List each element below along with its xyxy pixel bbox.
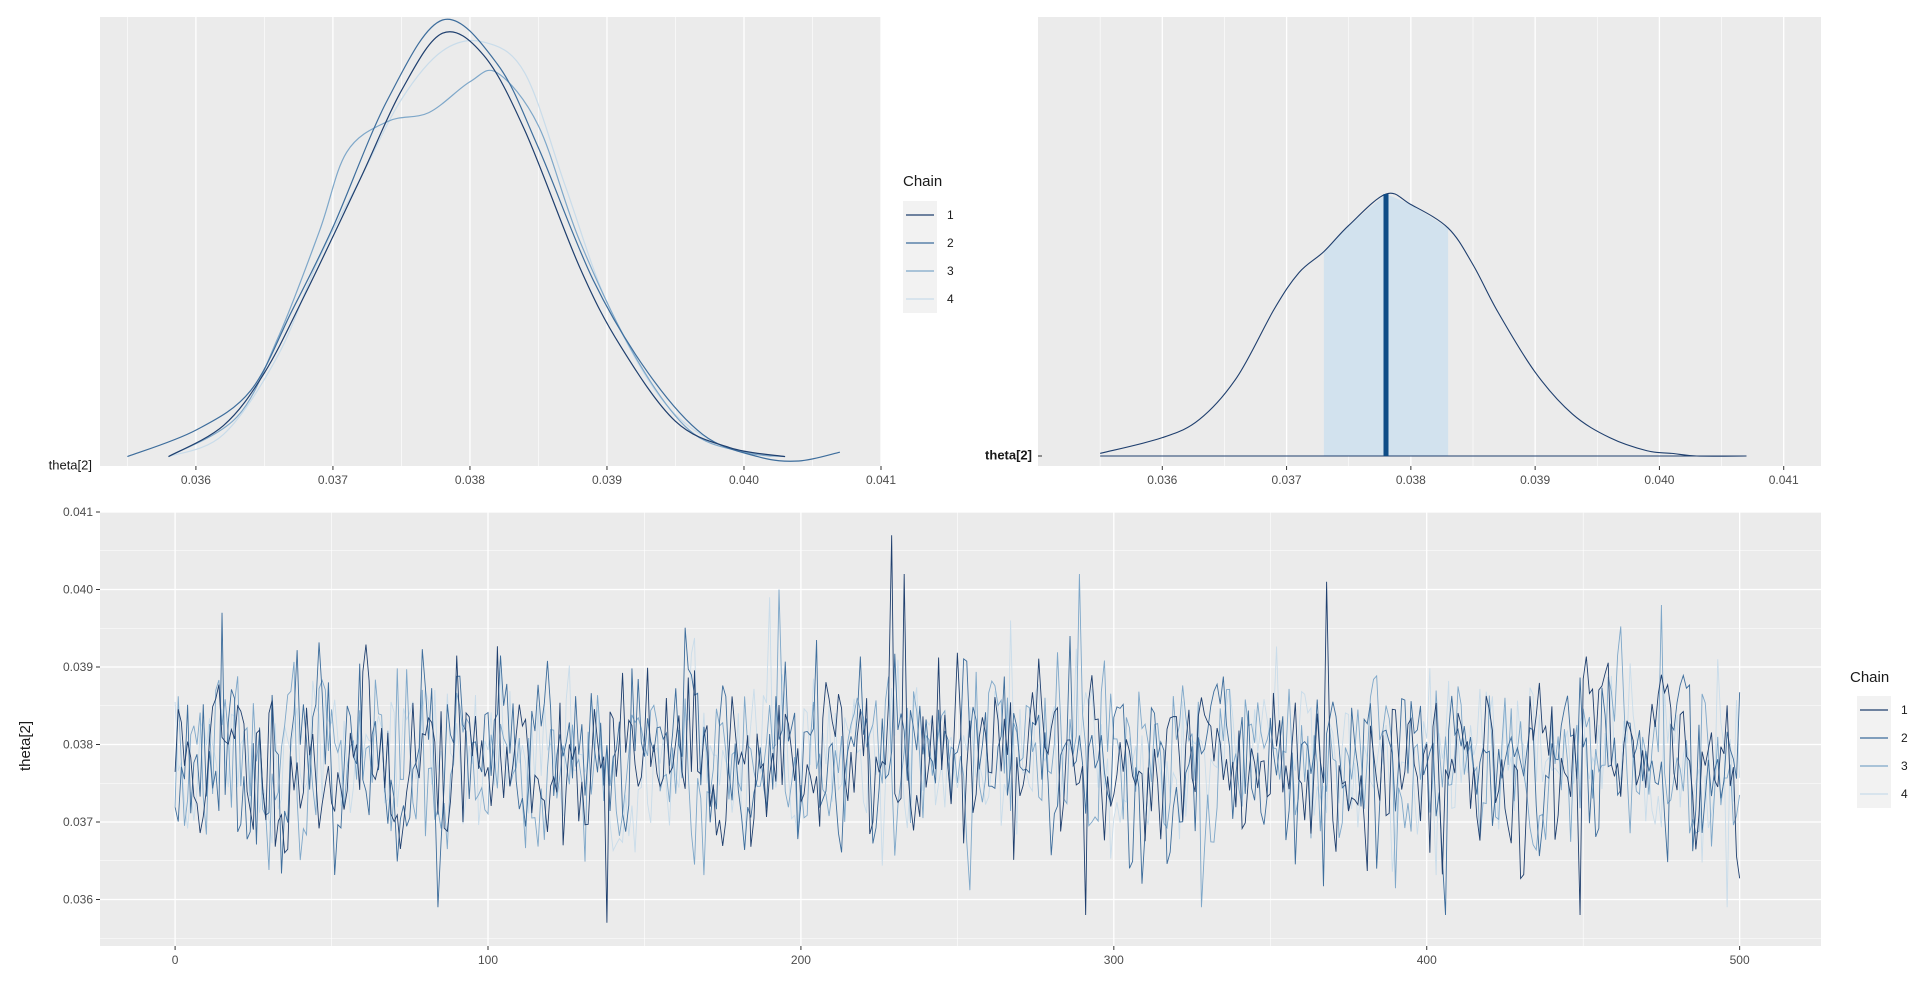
legend-title: Chain bbox=[903, 173, 942, 190]
x-tick-label: 0.037 bbox=[1272, 473, 1302, 487]
trace-x-ticks: 0 100 200 300 400 500 bbox=[172, 946, 1750, 967]
trace-line-chain-4 bbox=[174, 597, 1741, 908]
legend-label: 4 bbox=[1901, 787, 1908, 801]
legend-label: 2 bbox=[947, 236, 954, 250]
x-tick-label: 0.036 bbox=[181, 473, 211, 487]
trace-legend-entries: 1 2 3 4 bbox=[1857, 696, 1908, 808]
x-tick-label: 0.038 bbox=[455, 473, 485, 487]
legend-entries: 1 2 3 4 bbox=[903, 201, 954, 313]
y-tick-label: 0.041 bbox=[63, 505, 93, 519]
posterior-density-area bbox=[1038, 192, 1747, 457]
y-tick-label: 0.040 bbox=[63, 583, 93, 597]
x-tick-label: 0.037 bbox=[318, 473, 348, 487]
density-overlay-y-label: theta[2] bbox=[49, 457, 92, 472]
trace-legend: Chain 1 2 3 4 bbox=[1850, 669, 1908, 808]
x-tick-label: 200 bbox=[791, 953, 811, 967]
x-tick-label: 0.040 bbox=[1644, 473, 1674, 487]
x-tick-label: 0.040 bbox=[729, 473, 759, 487]
y-tick-label: 0.037 bbox=[63, 815, 93, 829]
trace-legend-title: Chain bbox=[1850, 669, 1889, 686]
density-line-chain-2 bbox=[127, 18, 841, 462]
density-line-chain-4 bbox=[168, 39, 772, 458]
x-tick-label: 0.041 bbox=[866, 473, 896, 487]
x-tick-label: 300 bbox=[1104, 953, 1124, 967]
density-overlay-gridlines bbox=[127, 17, 882, 466]
x-tick-label: 100 bbox=[478, 953, 498, 967]
posterior-density-y-label: theta[2] bbox=[985, 447, 1032, 462]
y-tick-label: 0.038 bbox=[63, 738, 93, 752]
legend-label: 3 bbox=[947, 264, 954, 278]
legend-label: 3 bbox=[1901, 759, 1908, 773]
x-tick-label: 400 bbox=[1417, 953, 1437, 967]
x-tick-label: 0 bbox=[172, 953, 179, 967]
trace-lines bbox=[174, 535, 1741, 923]
legend-label: 1 bbox=[947, 208, 954, 222]
posterior-density-panel: theta[2] 0.036 0.037 0.038 0.039 0.040 0.041 bbox=[985, 17, 1821, 487]
x-tick-label: 0.041 bbox=[1769, 473, 1799, 487]
y-tick-label: 0.036 bbox=[63, 893, 93, 907]
posterior-density-x-ticks: 0.036 0.037 0.038 0.039 0.040 0.041 bbox=[1147, 466, 1799, 487]
trace-y-label: theta[2] bbox=[17, 721, 34, 771]
x-tick-label: 0.039 bbox=[1520, 473, 1550, 487]
legend-label: 4 bbox=[947, 292, 954, 306]
trace-y-ticks: 0.036 0.037 0.038 0.039 0.040 0.041 bbox=[63, 505, 100, 907]
x-tick-label: 0.036 bbox=[1147, 473, 1177, 487]
y-tick-label: 0.039 bbox=[63, 660, 93, 674]
legend-label: 2 bbox=[1901, 731, 1908, 745]
posterior-density-line bbox=[1100, 192, 1747, 457]
x-tick-label: 500 bbox=[1730, 953, 1750, 967]
density-overlay-x-ticks: 0.036 0.037 0.038 0.039 0.040 0.041 bbox=[181, 466, 896, 487]
trace-line-chain-1 bbox=[174, 535, 1741, 923]
density-overlay-legend: Chain 1 2 3 4 bbox=[903, 173, 954, 313]
trace-panel: theta[2] 0 100 200 300 400 500 0.0360.0370.03… bbox=[17, 505, 1908, 967]
trace-line-chain-2 bbox=[174, 612, 1741, 916]
density-line-chain-1 bbox=[168, 31, 786, 458]
density-overlay-lines bbox=[127, 18, 841, 462]
density-overlay-panel: theta[2] 0.036 0.037 0.038 0.039 0.040 0.041 … bbox=[49, 17, 954, 487]
x-tick-label: 0.038 bbox=[1396, 473, 1426, 487]
density-overlay-background bbox=[100, 17, 881, 466]
x-tick-label: 0.039 bbox=[592, 473, 622, 487]
legend-label: 1 bbox=[1901, 703, 1908, 717]
density-line-chain-3 bbox=[168, 69, 786, 458]
